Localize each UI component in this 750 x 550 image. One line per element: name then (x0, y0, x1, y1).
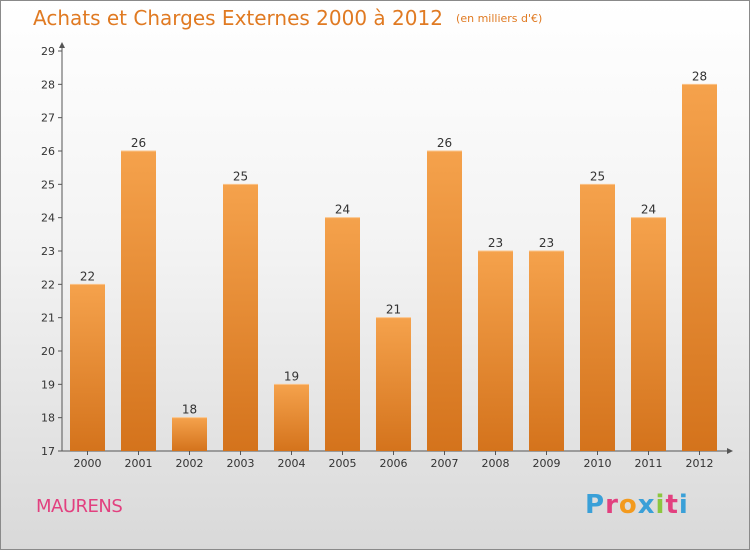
bar-value-label: 26 (131, 136, 146, 150)
x-axis-arrow (727, 448, 733, 454)
bar-value-label: 24 (335, 203, 350, 217)
y-tick-label: 28 (41, 78, 55, 91)
logo-letter: o (618, 490, 638, 520)
y-tick-label: 23 (41, 245, 55, 258)
bar-value-label: 23 (539, 236, 554, 250)
logo-letter: i (678, 490, 689, 520)
bar (631, 217, 666, 451)
bar-value-label: 21 (386, 303, 401, 317)
bar (223, 184, 258, 452)
logo-letter: t (665, 490, 679, 520)
bar (70, 284, 105, 451)
y-axis-arrow (59, 42, 65, 48)
bar (580, 184, 615, 452)
y-tick-label: 19 (41, 378, 55, 391)
proxiti-logo[interactable]: Proxiti (585, 490, 689, 520)
chart-title: Achats et Charges Externes 2000 à 2012 (33, 6, 443, 30)
chart-subtitle: (en milliers d'€) (456, 12, 543, 25)
bar-value-label: 19 (284, 369, 299, 383)
x-tick-label: 2006 (380, 457, 408, 470)
bar (682, 84, 717, 451)
y-tick-label: 20 (41, 345, 55, 358)
bar (172, 417, 207, 451)
commune-name: MAURENS (36, 496, 123, 517)
x-tick-label: 2001 (125, 457, 153, 470)
bar-value-label: 22 (80, 269, 95, 283)
bar (529, 251, 564, 451)
bar (376, 317, 411, 451)
x-tick-label: 2000 (74, 457, 102, 470)
y-tick-label: 29 (41, 45, 55, 58)
y-tick-label: 27 (41, 112, 55, 125)
bar (121, 151, 156, 451)
bar-value-label: 23 (488, 236, 503, 250)
bar-value-label: 18 (182, 403, 197, 417)
x-tick-label: 2007 (431, 457, 459, 470)
y-tick-label: 21 (41, 312, 55, 325)
bar-value-label: 28 (692, 69, 707, 83)
bar-value-label: 26 (437, 136, 452, 150)
x-tick-label: 2004 (278, 457, 306, 470)
logo-letter: i (655, 490, 666, 520)
y-tick-label: 17 (41, 445, 55, 458)
y-tick-label: 22 (41, 278, 55, 291)
bar (478, 251, 513, 451)
chart-header: Achats et Charges Externes 2000 à 2012 (… (33, 6, 542, 30)
y-tick-label: 24 (41, 212, 55, 225)
bar (325, 217, 360, 451)
y-tick-label: 26 (41, 145, 55, 158)
bar (274, 384, 309, 451)
logo-letter: P (585, 490, 606, 520)
x-tick-label: 2008 (482, 457, 510, 470)
x-tick-label: 2002 (176, 457, 204, 470)
x-tick-label: 2009 (533, 457, 561, 470)
x-tick-label: 2011 (635, 457, 663, 470)
logo-letter: r (605, 490, 619, 520)
x-tick-label: 2003 (227, 457, 255, 470)
x-tick-label: 2010 (584, 457, 612, 470)
y-tick-label: 18 (41, 412, 55, 425)
bar (427, 151, 462, 451)
bar-value-label: 24 (641, 203, 656, 217)
bar-value-label: 25 (233, 169, 248, 183)
x-tick-label: 2005 (329, 457, 357, 470)
bar-value-label: 25 (590, 169, 605, 183)
y-tick-label: 25 (41, 178, 55, 191)
x-tick-label: 2012 (686, 457, 714, 470)
logo-letter: x (637, 490, 656, 520)
